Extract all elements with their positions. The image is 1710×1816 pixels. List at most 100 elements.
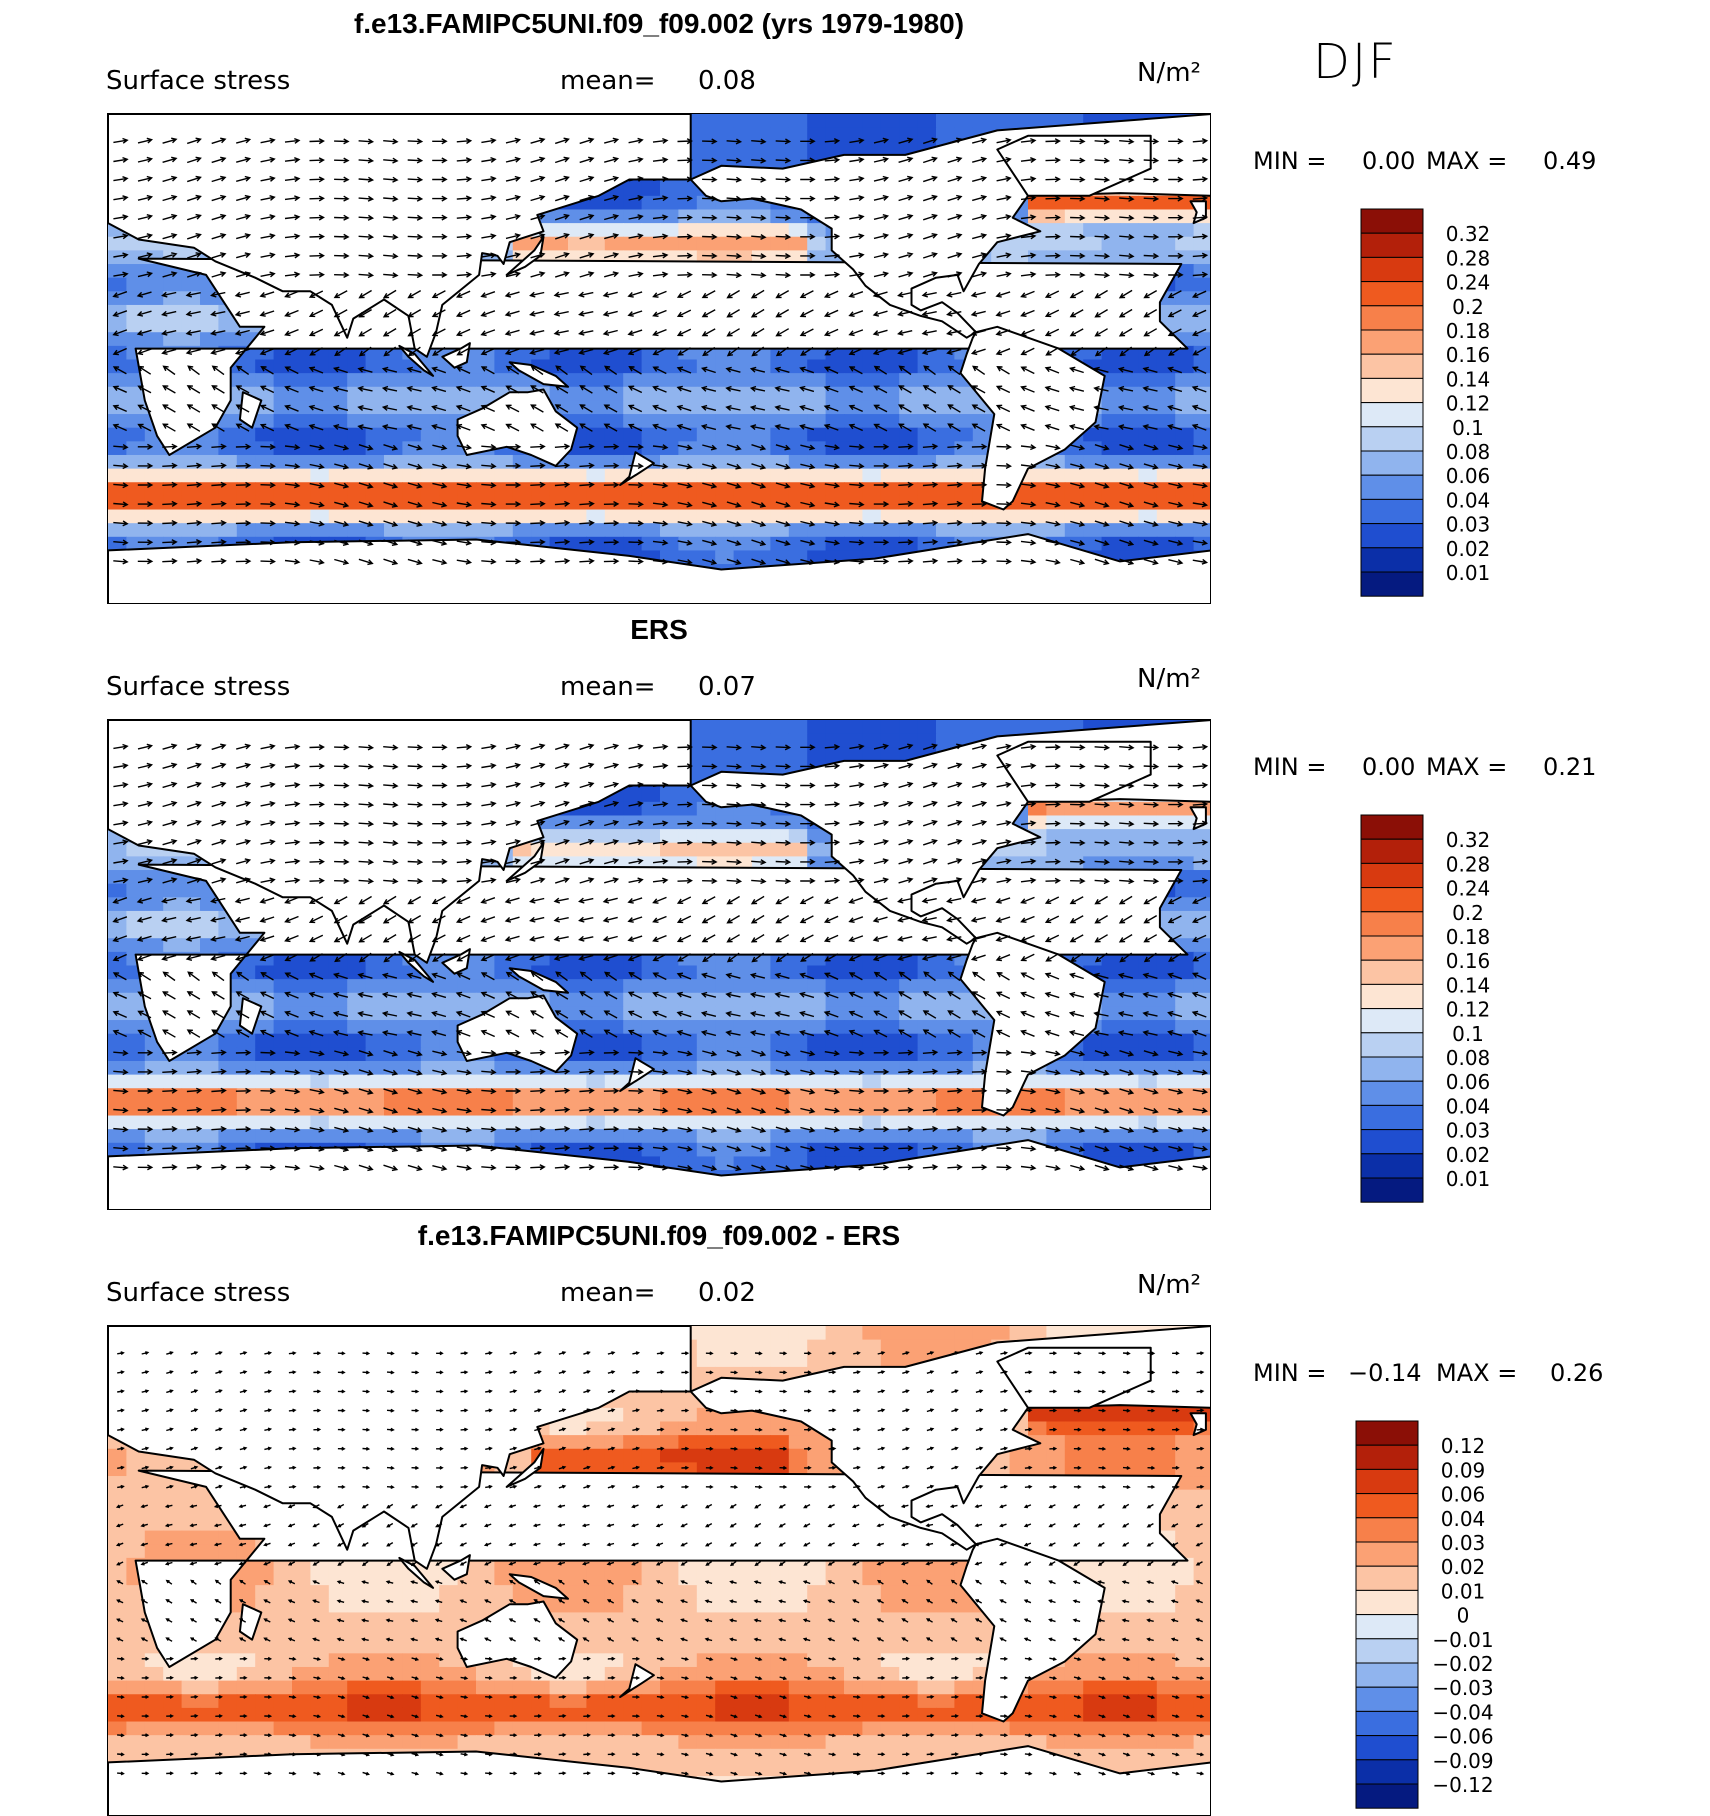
field-cell [1028, 468, 1047, 483]
colorbar-swatch [1360, 329, 1424, 355]
wind-arrow [996, 252, 1012, 259]
wind-arrow [530, 404, 544, 413]
field-cell [1028, 114, 1047, 129]
field-cell [586, 400, 606, 415]
field-cell [1138, 842, 1158, 857]
field-cell [439, 1006, 459, 1021]
wind-arrow [849, 214, 865, 221]
wind-arrow [1117, 424, 1134, 431]
field-cell [1138, 359, 1158, 374]
wind-arrow [872, 310, 888, 317]
wind-arrow [186, 558, 203, 565]
wind-arrow [186, 213, 202, 221]
wind-arrow [358, 233, 375, 240]
wind-arrow [947, 443, 963, 450]
field-cell [936, 1033, 955, 1048]
field-cell [972, 1033, 992, 1048]
wind-arrow [1192, 252, 1209, 259]
field-cell [733, 1033, 753, 1048]
wind-arrow [1093, 366, 1109, 373]
field-cell [512, 1074, 532, 1089]
field-cell [807, 427, 827, 442]
field-cell [292, 386, 311, 402]
field-cell [255, 414, 275, 429]
wind-arrow [1094, 195, 1111, 202]
field-cell [568, 536, 587, 552]
field-cell [1175, 523, 1195, 538]
field-cell [292, 509, 311, 524]
field-cell [1028, 720, 1047, 735]
field-cell [273, 441, 293, 456]
wind-arrow [1191, 385, 1207, 393]
wind-arrow [505, 252, 522, 259]
field-cell [1193, 223, 1210, 238]
field-cell [494, 1060, 514, 1076]
field-cell [623, 1088, 643, 1103]
field-cell [273, 1101, 293, 1117]
wind-arrow [530, 233, 546, 240]
field-cell [568, 236, 587, 251]
field-cell [494, 979, 514, 994]
field-cell [586, 414, 606, 429]
field-cell [200, 1088, 219, 1103]
field-cell [972, 523, 992, 538]
wind-arrow [308, 366, 324, 374]
field-cell [623, 441, 643, 456]
field-cell [476, 468, 495, 483]
wind-arrow [751, 346, 765, 357]
field-cell [1138, 856, 1158, 871]
wind-arrow [481, 463, 497, 470]
field-cell [917, 992, 937, 1008]
field-cell [494, 454, 514, 470]
field-cell [1028, 509, 1047, 524]
field-cell [1175, 359, 1195, 374]
wind-arrow [554, 156, 570, 164]
field-cell [696, 195, 716, 211]
field-cell [1193, 842, 1210, 857]
field-cell [126, 509, 146, 524]
field-cell [384, 468, 403, 483]
wind-arrow [235, 443, 252, 450]
wind-arrow [211, 233, 227, 240]
wind-arrow [996, 214, 1012, 221]
field-cell [641, 400, 661, 415]
field-cell [825, 979, 845, 994]
field-cell [402, 1047, 422, 1062]
field-cell [604, 386, 624, 402]
field-cell [954, 386, 974, 402]
field-cell [660, 815, 679, 830]
field-cell [715, 427, 735, 442]
field-cell [420, 979, 440, 994]
wind-arrow [505, 481, 522, 489]
field-cell [402, 373, 422, 388]
field-cell [144, 495, 164, 511]
field-cell [255, 441, 275, 456]
field-cell [604, 373, 624, 388]
field-cell [788, 979, 808, 994]
field-cell [770, 829, 790, 844]
field-cell [292, 454, 311, 470]
field-cell [752, 523, 771, 538]
field-cell [899, 114, 919, 129]
field-cell [494, 523, 514, 538]
field-cell [788, 127, 808, 142]
wind-arrow [823, 366, 839, 374]
field-cell [108, 856, 127, 871]
field-cell [384, 992, 403, 1008]
field-cell [604, 1101, 624, 1117]
field-cell [1028, 495, 1047, 511]
wind-arrow [284, 347, 299, 356]
field-cell [310, 1047, 330, 1062]
field-cell [255, 979, 275, 994]
field-cell [715, 965, 735, 980]
field-cell [255, 1074, 275, 1089]
field-cell [1175, 1020, 1195, 1035]
wind-arrow [1119, 482, 1135, 489]
field-cell [660, 209, 679, 224]
colorbar-svg: 0.320.280.240.20.180.160.140.120.10.080.… [1360, 208, 1491, 597]
wind-arrow [972, 175, 988, 182]
field-cell [623, 482, 643, 497]
field-cell [788, 1101, 808, 1117]
wind-arrow [579, 156, 595, 164]
colorbar-tick-label: 0.08 [1446, 440, 1491, 464]
